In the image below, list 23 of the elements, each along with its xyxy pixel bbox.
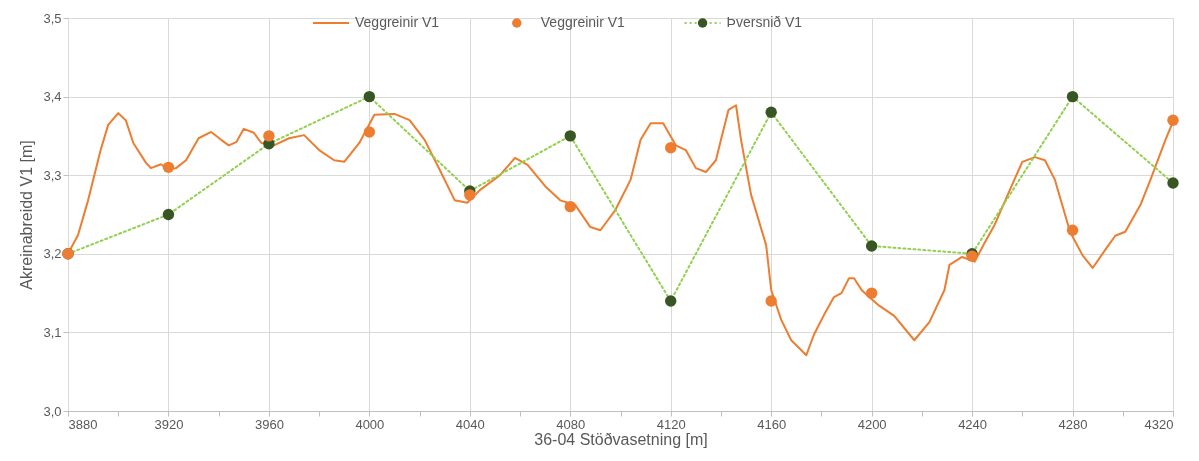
y-tick-label: 3,0 <box>43 403 62 419</box>
legend-label: Þversnið V1 <box>726 14 803 30</box>
y-axis-title: Akreinabreidd V1 [m] <box>18 140 36 290</box>
x-tick-label: 4240 <box>958 416 988 432</box>
y-tick-label: 3,4 <box>43 89 62 105</box>
x-tick-label: 3960 <box>254 416 284 432</box>
legend-label: Veggreinir V1 <box>540 14 626 30</box>
x-tick-label: 4200 <box>857 416 887 432</box>
y-tick-label: 3,3 <box>43 167 62 183</box>
x-tick-label: 4080 <box>556 416 586 432</box>
y-tick-label: 3,1 <box>43 324 62 340</box>
x-tick-label: 4320 <box>1144 416 1174 432</box>
x-axis-title: 36-04 Stöðvasetning [m] <box>534 430 708 448</box>
x-tick-label: 3920 <box>154 416 184 432</box>
x-tick-label: 3880 <box>68 416 98 432</box>
x-tick-label: 4120 <box>656 416 686 432</box>
y-tick-label: 3,2 <box>43 246 62 262</box>
x-tick-label: 4000 <box>355 416 385 432</box>
x-tick-label: 4040 <box>455 416 485 432</box>
y-tick-label: 3,5 <box>43 10 62 26</box>
x-tick-label: 4160 <box>757 416 787 432</box>
x-tick-label: 4280 <box>1058 416 1088 432</box>
legend-label: Veggreinir V1 <box>355 14 440 30</box>
